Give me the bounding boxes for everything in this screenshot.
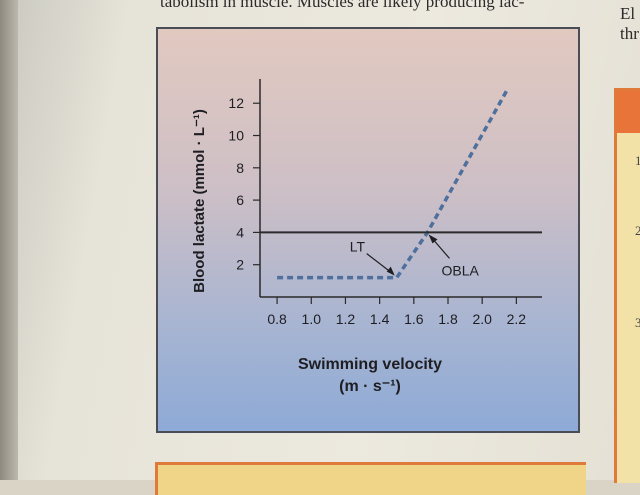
bottom-highlight-box: [155, 462, 586, 495]
x-tick-label: 2.2: [507, 311, 527, 327]
x-tick-label: 1.4: [370, 311, 390, 327]
y-tick-label: 4: [236, 224, 244, 240]
lt-arrowhead: [386, 266, 395, 276]
sidebar-item-number: 2: [635, 223, 640, 238]
y-tick-label: 8: [236, 160, 244, 176]
y-tick-label: 10: [228, 128, 244, 144]
x-tick-label: 1.6: [404, 311, 424, 327]
y-tick-label: 2: [236, 257, 244, 273]
y-tick-label: 12: [228, 95, 244, 111]
x-tick-label: 1.8: [438, 311, 458, 327]
y-tick-label: 6: [236, 192, 244, 208]
obla-label: OBLA: [441, 262, 479, 278]
y-ticks: 2 4 6 8 10 12: [228, 95, 260, 273]
body-text-line: tabolism in muscle. Muscles are likely p…: [160, 0, 525, 11]
x-ticks: 0.8 1.0 1.2 1.4 1.6 1.8 2.0 2.2: [267, 297, 526, 327]
x-tick-label: 1.2: [336, 311, 356, 327]
x-tick-label: 2.0: [472, 311, 492, 327]
sidebar-box: 1 2 3: [614, 88, 640, 483]
obla-arrowhead: [428, 234, 438, 244]
chart-axes: [259, 79, 542, 298]
right-text-line: El: [620, 4, 636, 23]
x-axis-label: Swimming velocity: [298, 356, 442, 373]
x-tick-label: 1.0: [302, 311, 322, 327]
x-axis-units: (m · s⁻¹): [339, 378, 401, 395]
y-axis-label: Blood lactate (mmol · L⁻¹): [191, 109, 208, 293]
sidebar-box-header: [617, 91, 640, 133]
x-tick-label: 0.8: [267, 311, 287, 327]
right-text-line: thr: [620, 24, 639, 43]
lactate-chart: 2 4 6 8 10 12 0.8 1.0 1.2 1.4 1.6 1.8 2.0 2.2 LT OBLA…: [191, 79, 542, 395]
lactate-curve-line: [277, 87, 510, 280]
right-column-text: El thr: [620, 4, 640, 44]
annotations: LT OBLA: [350, 234, 480, 278]
lt-label: LT: [350, 239, 366, 255]
figure-panel: 2 4 6 8 10 12 0.8 1.0 1.2 1.4 1.6 1.8 2.0 2.2 LT OBLA…: [156, 27, 580, 433]
sidebar-item-number: 1: [635, 153, 640, 168]
sidebar-item-number: 3: [635, 315, 640, 330]
left-page-edge: [0, 0, 18, 480]
series-group: [260, 87, 542, 280]
